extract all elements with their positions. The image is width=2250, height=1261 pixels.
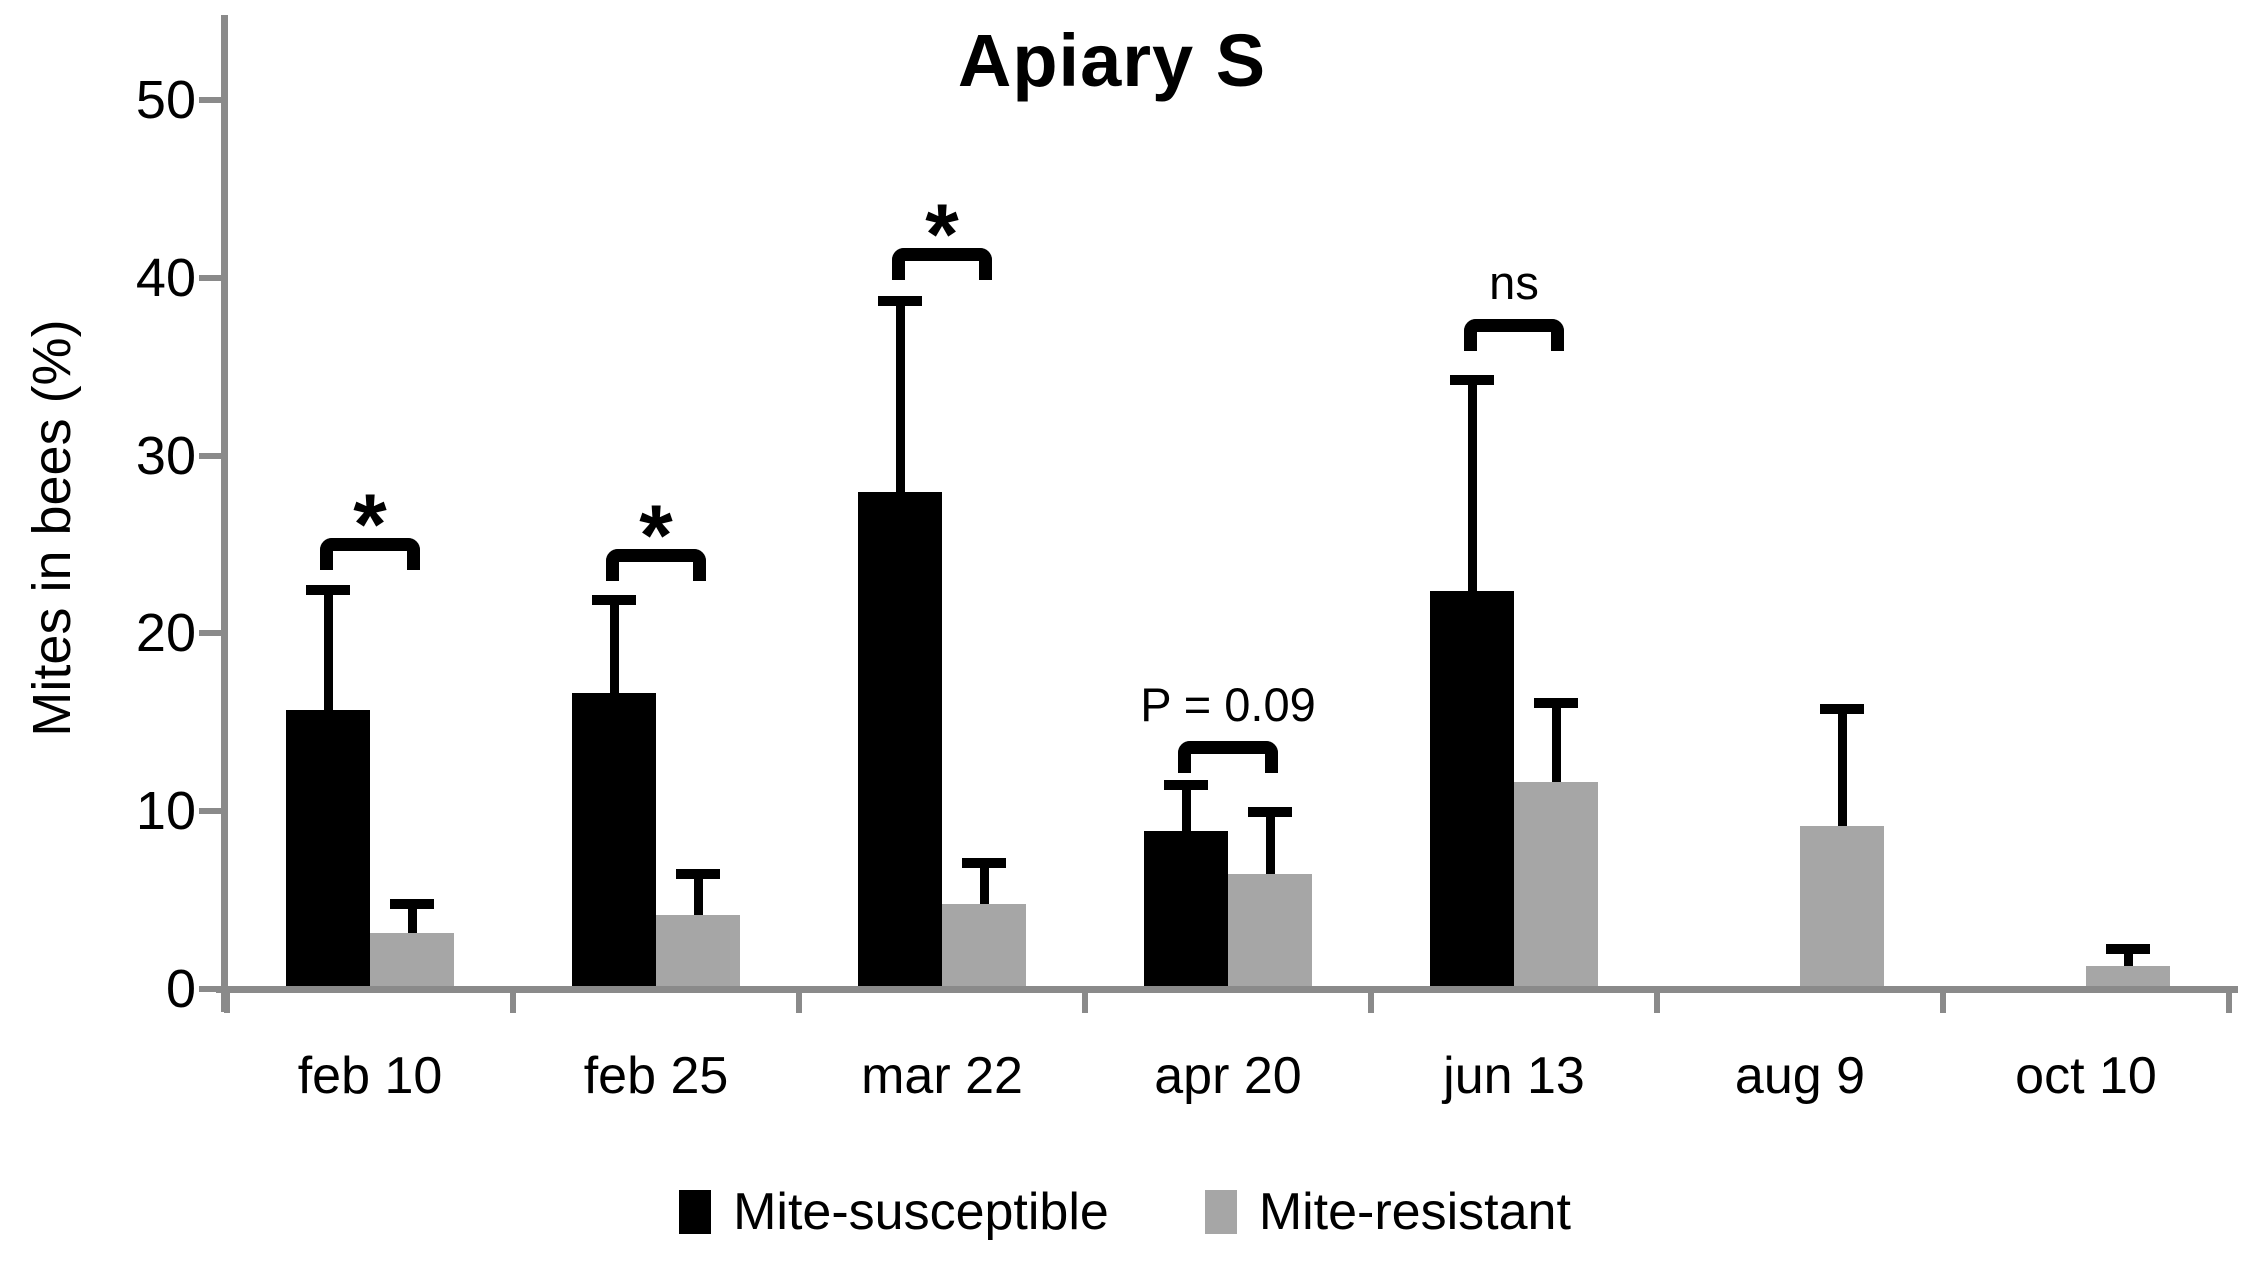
chart-title: Apiary S <box>957 19 1267 102</box>
significance-label: ns <box>1489 256 1539 310</box>
x-tick <box>1940 993 1946 1013</box>
x-tick <box>510 993 516 1013</box>
error-bar-cap <box>1450 374 1494 385</box>
error-bar <box>694 873 703 915</box>
y-tick <box>199 274 221 281</box>
legend-swatch-gray-icon <box>1204 1190 1237 1234</box>
significance-label: * <box>639 487 673 584</box>
error-bar <box>1552 703 1561 782</box>
y-axis-title: Mites in bees (%) <box>22 319 82 737</box>
x-tick-label: oct 10 <box>2015 1047 2157 1105</box>
y-tick-label: 0 <box>165 959 196 1019</box>
error-bar <box>324 589 333 711</box>
error-bar-cap <box>1534 698 1578 709</box>
x-tick-label: feb 10 <box>297 1047 443 1105</box>
significance-bracket <box>320 537 420 570</box>
error-bar-cap <box>1820 703 1864 714</box>
error-bar <box>408 904 417 933</box>
x-tick-label: feb 25 <box>583 1047 729 1105</box>
error-bar-cap <box>1248 806 1292 817</box>
error-bar <box>980 863 989 905</box>
error-bar <box>1182 785 1191 832</box>
y-tick <box>199 97 221 103</box>
x-tick-label: jun 13 <box>1443 1047 1585 1105</box>
x-tick <box>796 993 802 1013</box>
legend: Mite-susceptible Mite-resistant <box>0 1186 2250 1238</box>
x-axis-line <box>216 986 2238 993</box>
x-tick-label: apr 20 <box>1154 1047 1302 1105</box>
significance-label: P = 0.09 <box>1140 677 1316 731</box>
significance-bracket <box>892 248 992 281</box>
error-bar-cap <box>878 296 922 307</box>
bar-mite-resistant <box>1514 781 1598 986</box>
y-axis-line <box>221 15 228 1012</box>
legend-label-mite-susceptible: Mite-susceptible <box>733 1183 1109 1241</box>
error-bar <box>1266 811 1275 874</box>
bar-mite-resistant <box>1228 873 1312 986</box>
x-tick <box>2226 993 2232 1013</box>
error-bar-cap <box>962 858 1006 869</box>
error-bar <box>2124 948 2133 967</box>
x-tick <box>1082 993 1088 1013</box>
bar-mite-susceptible <box>1144 831 1228 986</box>
error-bar-cap <box>1164 780 1208 791</box>
y-tick-label: 10 <box>135 781 196 842</box>
bar-mite-susceptible <box>286 710 370 986</box>
significance-bracket <box>1464 319 1564 352</box>
legend-item-mite-resistant: Mite-resistant <box>1204 1183 1571 1241</box>
error-bar <box>1468 379 1477 592</box>
bar-mite-resistant <box>2086 966 2170 986</box>
error-bar <box>1838 708 1847 826</box>
significance-label: * <box>353 476 387 573</box>
y-tick <box>199 630 221 637</box>
y-tick-label: 30 <box>135 425 196 486</box>
y-tick <box>199 452 221 459</box>
y-tick <box>199 986 221 992</box>
x-tick <box>1368 993 1374 1013</box>
bar-mite-resistant <box>656 914 740 986</box>
x-tick-label: mar 22 <box>861 1047 1023 1105</box>
y-tick <box>199 808 221 815</box>
significance-bracket <box>1178 740 1278 773</box>
bar-mite-susceptible <box>1430 591 1514 986</box>
error-bar <box>610 600 619 693</box>
error-bar <box>896 301 905 492</box>
legend-item-mite-susceptible: Mite-susceptible <box>679 1186 1109 1238</box>
x-tick <box>1654 993 1660 1013</box>
legend-swatch-black-icon <box>679 1190 712 1234</box>
x-tick <box>224 993 230 1013</box>
bar-mite-resistant <box>370 932 454 986</box>
x-tick-label: aug 9 <box>1734 1047 1866 1105</box>
bar-mite-susceptible <box>858 491 942 986</box>
bar-mite-susceptible <box>572 692 656 986</box>
y-tick-label: 40 <box>135 247 196 308</box>
error-bar-cap <box>676 868 720 879</box>
significance-bracket <box>606 548 706 581</box>
error-bar-cap <box>390 899 434 910</box>
error-bar-cap <box>592 595 636 606</box>
bar-mite-resistant <box>1800 825 1884 986</box>
significance-label: * <box>925 187 959 284</box>
bar-mite-resistant <box>942 904 1026 986</box>
error-bar-cap <box>2106 943 2150 954</box>
y-tick-label: 20 <box>135 603 196 664</box>
error-bar-cap <box>306 584 350 595</box>
legend-label-mite-resistant: Mite-resistant <box>1258 1183 1571 1241</box>
y-tick-label: 50 <box>135 70 196 130</box>
